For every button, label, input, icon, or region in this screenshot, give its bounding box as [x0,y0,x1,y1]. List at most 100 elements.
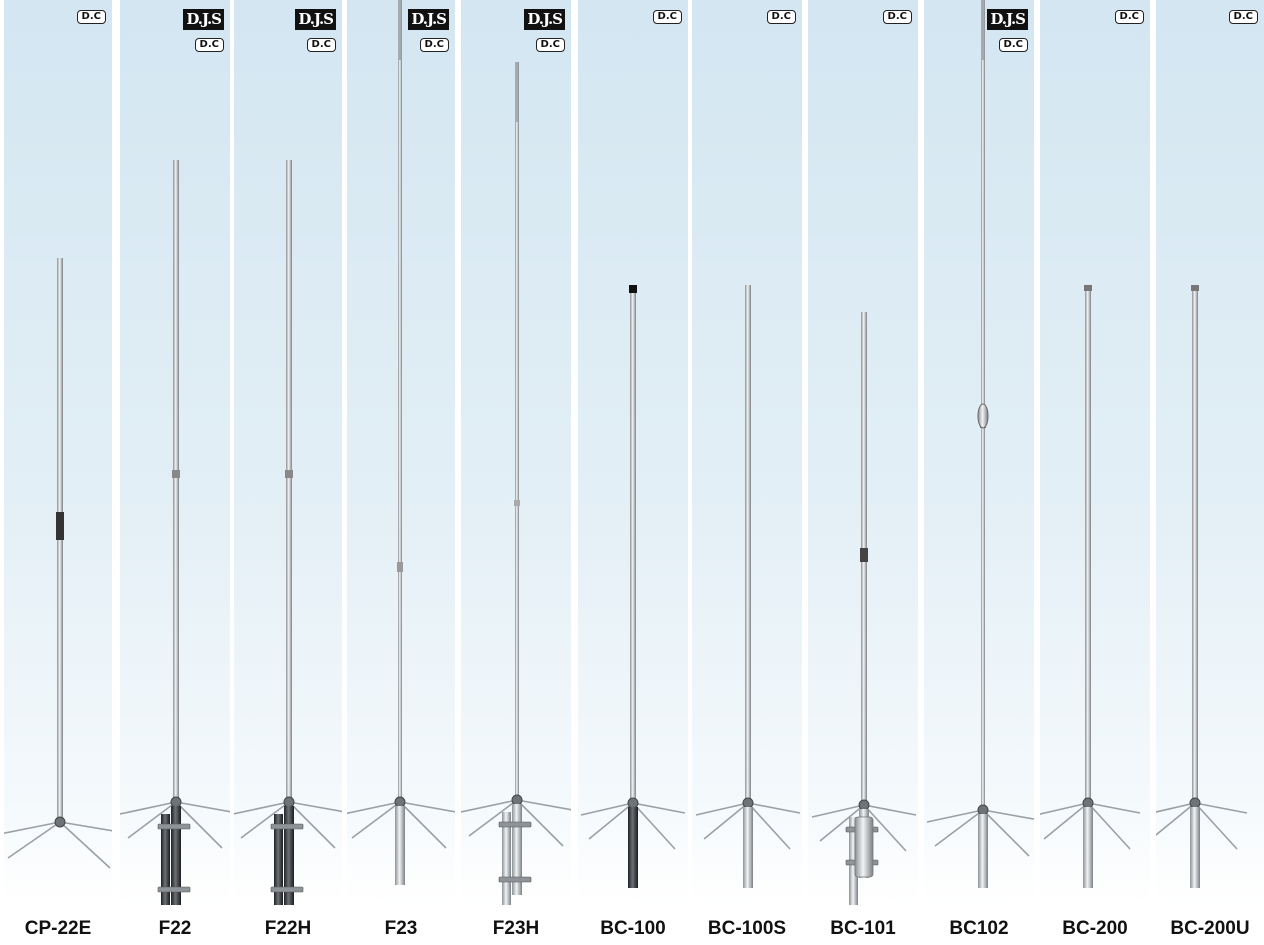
model-label: F23 [384,918,418,939]
dc-badge: D.C [194,38,224,52]
antenna-base-mast [1190,807,1200,888]
antenna-joint [860,548,868,562]
antenna-joint [629,285,637,293]
antenna-base-mast [743,807,753,888]
antenna-radome [630,285,636,803]
mounting-bracket [270,886,304,893]
dc-badge: D.C [535,38,565,52]
antenna-photo [695,285,801,888]
antenna-base-mast [512,804,522,895]
antenna-tip [516,62,518,122]
dc-badge: D.C [998,38,1028,52]
antenna-panel: D.J.S D.C [924,0,1034,905]
antenna-tip [982,0,984,60]
ground-radials [580,802,686,850]
mounting-pipe [502,812,511,905]
antenna-coil [977,403,989,429]
antenna-joint [172,470,180,478]
model-label: CP-22E [24,918,92,939]
antenna-base-mast [1083,807,1093,888]
radial-hub [742,797,754,809]
model-label: BC-200U [1170,918,1250,939]
antenna-photo [234,160,342,905]
model-label: BC-200 [1062,918,1128,939]
model-label: F22H [264,918,312,939]
mounting-bracket [157,886,191,893]
dc-badge: D.C [306,38,336,52]
antenna-radome [745,285,751,803]
dc-badge: D.C [1228,10,1258,24]
ground-radials [120,801,230,849]
antenna-panel: D.C [1156,0,1264,905]
antenna-photo [811,312,917,905]
antenna-photo [4,258,112,869]
ground-radials [234,801,342,849]
model-label: F23H [492,918,540,939]
radial-hub [627,797,639,809]
radial-hub [1189,797,1201,809]
radial-hub [511,794,523,806]
antenna-base-mast [628,807,638,888]
antenna-panel: D.C [1040,0,1150,905]
antenna-joint [1191,285,1199,291]
antenna-photo [580,285,686,888]
dc-badge: D.C [652,10,682,24]
dc-badge: D.C [76,10,106,24]
antenna-photo [347,0,455,885]
mounting-pipe [274,814,283,905]
djs-badge: D.J.S [524,9,565,30]
antenna-radome [1085,285,1091,803]
antenna-base-mast [284,806,294,905]
ground-radials [1156,802,1248,850]
antenna-radome [286,160,292,802]
antenna-base-mast [978,814,988,888]
model-label: BC102 [949,918,1009,939]
antenna-photo [1040,285,1141,888]
antenna-base-mast [171,806,181,905]
antenna-panel: D.J.S D.C [120,0,230,905]
dc-badge: D.C [1114,10,1144,24]
dc-badge: D.C [766,10,796,24]
ground-radials [461,799,571,847]
mounting-pipe [161,814,170,905]
radial-hub [977,804,989,816]
mounting-bracket [498,821,532,828]
djs-badge: D.J.S [408,9,449,30]
djs-badge: D.J.S [183,9,224,30]
antenna-joint [397,562,403,572]
antenna-panel: D.C [692,0,802,905]
antenna-photo [120,160,230,905]
antenna-photo [1156,285,1248,888]
antenna-radome [515,62,519,800]
mounting-sleeve [854,816,874,878]
antenna-joint [56,512,64,540]
antenna-photo [461,62,571,905]
antenna-panel: D.C [808,0,918,905]
radial-hub [54,816,66,828]
ground-radials [695,802,801,850]
antenna-joint [514,500,520,506]
antenna-radome [398,0,402,802]
antenna-panel: D.J.S D.C [347,0,455,905]
ground-radials [811,804,917,852]
antenna-panel: D.J.S D.C [234,0,342,905]
antenna-panel: D.J.S D.C [461,0,571,905]
antenna-base-mast [395,806,405,885]
radial-hub [170,796,182,808]
dc-badge: D.C [419,38,449,52]
antenna-radome [1192,285,1198,803]
antenna-photo [926,0,1034,888]
model-label: BC-100S [707,918,787,939]
ground-radials [1040,802,1141,850]
antenna-joint [1084,285,1092,291]
antenna-joint [285,470,293,478]
antenna-panel: D.C [578,0,688,905]
radial-hub [283,796,295,808]
model-label: BC-100 [600,918,666,939]
antenna-panel: D.C [4,0,112,905]
ground-radials [347,801,455,849]
model-label: F22 [158,918,192,939]
djs-badge: D.J.S [987,9,1028,30]
dc-badge: D.C [882,10,912,24]
